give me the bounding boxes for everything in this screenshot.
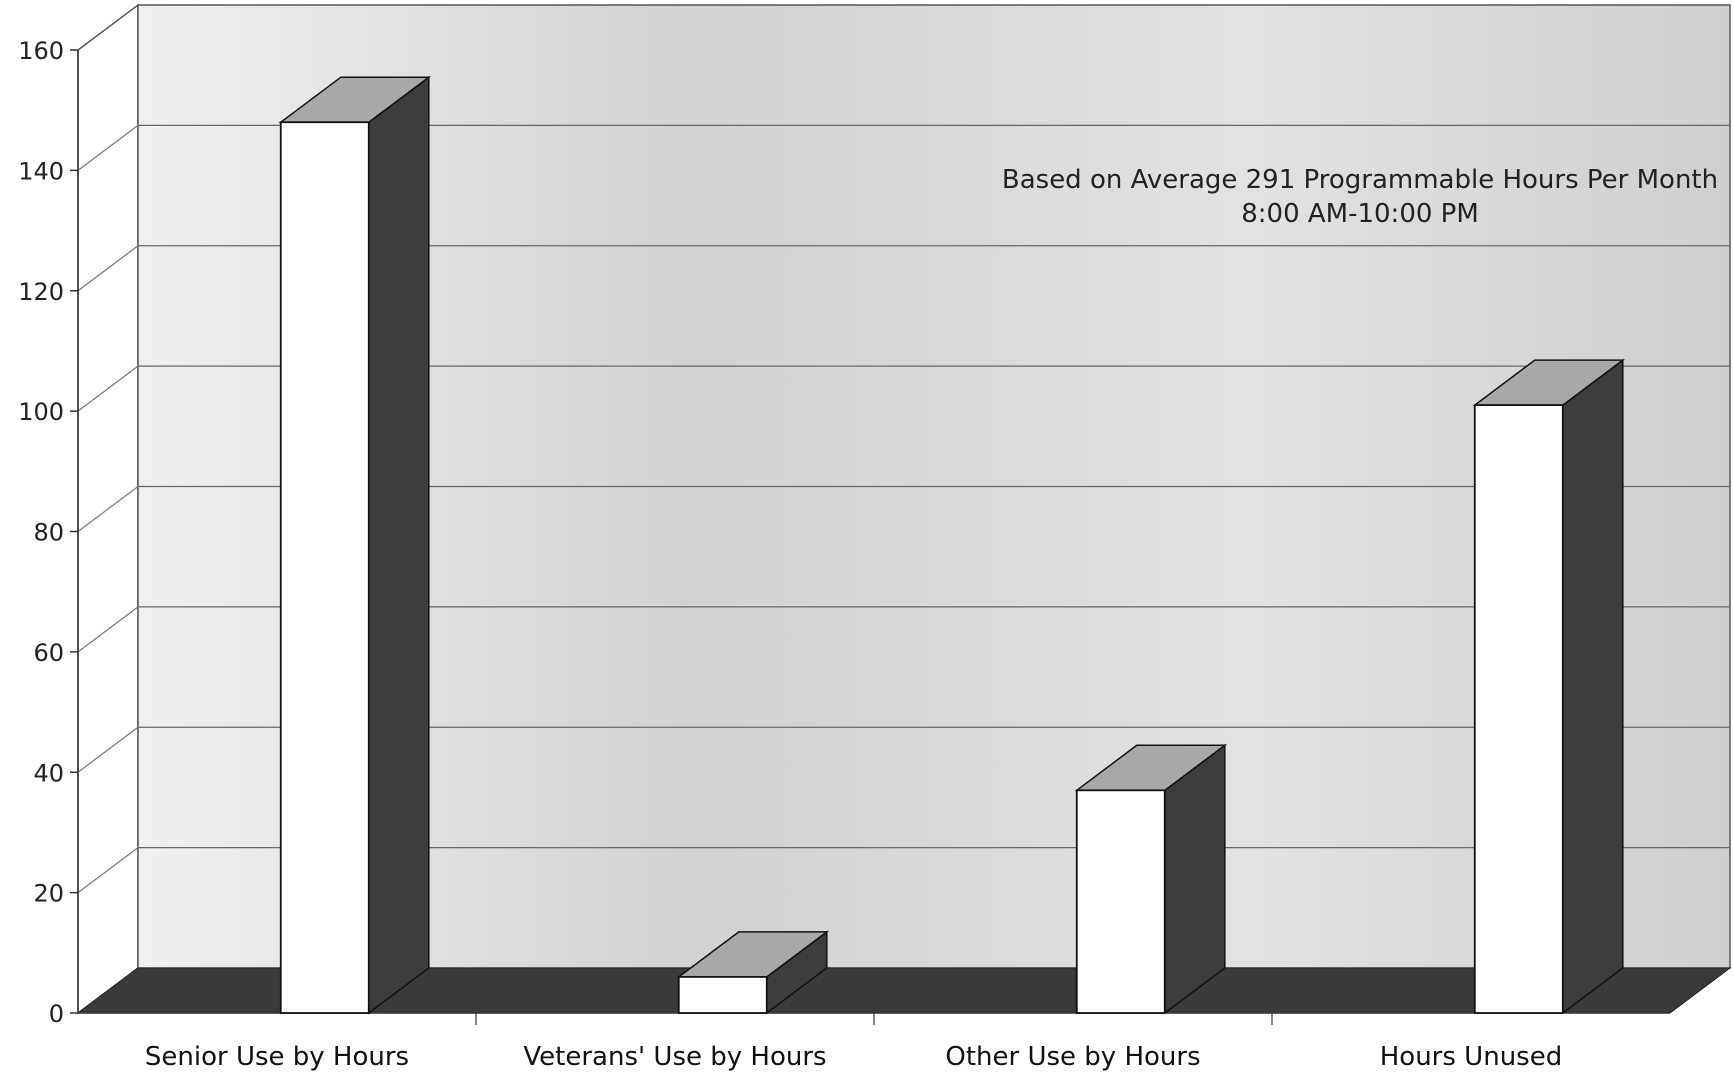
- gridline-side-100: [77, 365, 139, 412]
- bar-side-3: [1164, 743, 1226, 1015]
- gridline-side-20: [77, 847, 139, 894]
- bar-front-3: [1075, 789, 1166, 1014]
- gridline-side-120: [77, 245, 139, 292]
- bars: [278, 75, 1626, 1015]
- gridline-side-60: [77, 606, 139, 653]
- bar-front-4: [1473, 404, 1564, 1014]
- y-tick-label-0: 0: [49, 1000, 64, 1028]
- y-tick-label-80: 80: [33, 519, 64, 547]
- y-tick-label-60: 60: [33, 639, 64, 667]
- bar-3: [1074, 743, 1228, 1015]
- bar-side-4: [1562, 358, 1624, 1015]
- x-tick-label-4: Hours Unused: [1380, 1042, 1562, 1072]
- y-tick-label-140: 140: [18, 157, 64, 185]
- y-tick-label-100: 100: [18, 398, 64, 426]
- gridline-side-40: [77, 726, 139, 773]
- y-tick-label-40: 40: [33, 759, 64, 787]
- bar-2: [676, 930, 830, 1015]
- x-axis-labels: Senior Use by Hours Veterans' Use by Hour…: [145, 1042, 1562, 1072]
- bar-side-1: [368, 75, 430, 1015]
- x-tick-label-1: Senior Use by Hours: [145, 1042, 409, 1072]
- bar-front-2: [677, 975, 768, 1014]
- bar-1: [278, 75, 432, 1015]
- x-tick-label-3: Other Use by Hours: [945, 1042, 1200, 1072]
- bar-4: [1472, 358, 1626, 1015]
- y-tick-label-20: 20: [33, 880, 64, 908]
- gridline-side-80: [77, 486, 139, 532]
- y-tick-label-120: 120: [18, 278, 64, 306]
- annotation-line-1: Based on Average 291 Programmable Hours …: [1002, 165, 1718, 195]
- bar-front-1: [279, 121, 370, 1014]
- y-tick-label-160: 160: [18, 37, 64, 65]
- gridline-side-140: [77, 124, 139, 171]
- annotation-line-2: 8:00 AM-10:00 PM: [1241, 199, 1479, 229]
- x-tick-label-2: Veterans' Use by Hours: [523, 1042, 826, 1072]
- annotation: Based on Average 291 Programmable Hours …: [1002, 165, 1718, 229]
